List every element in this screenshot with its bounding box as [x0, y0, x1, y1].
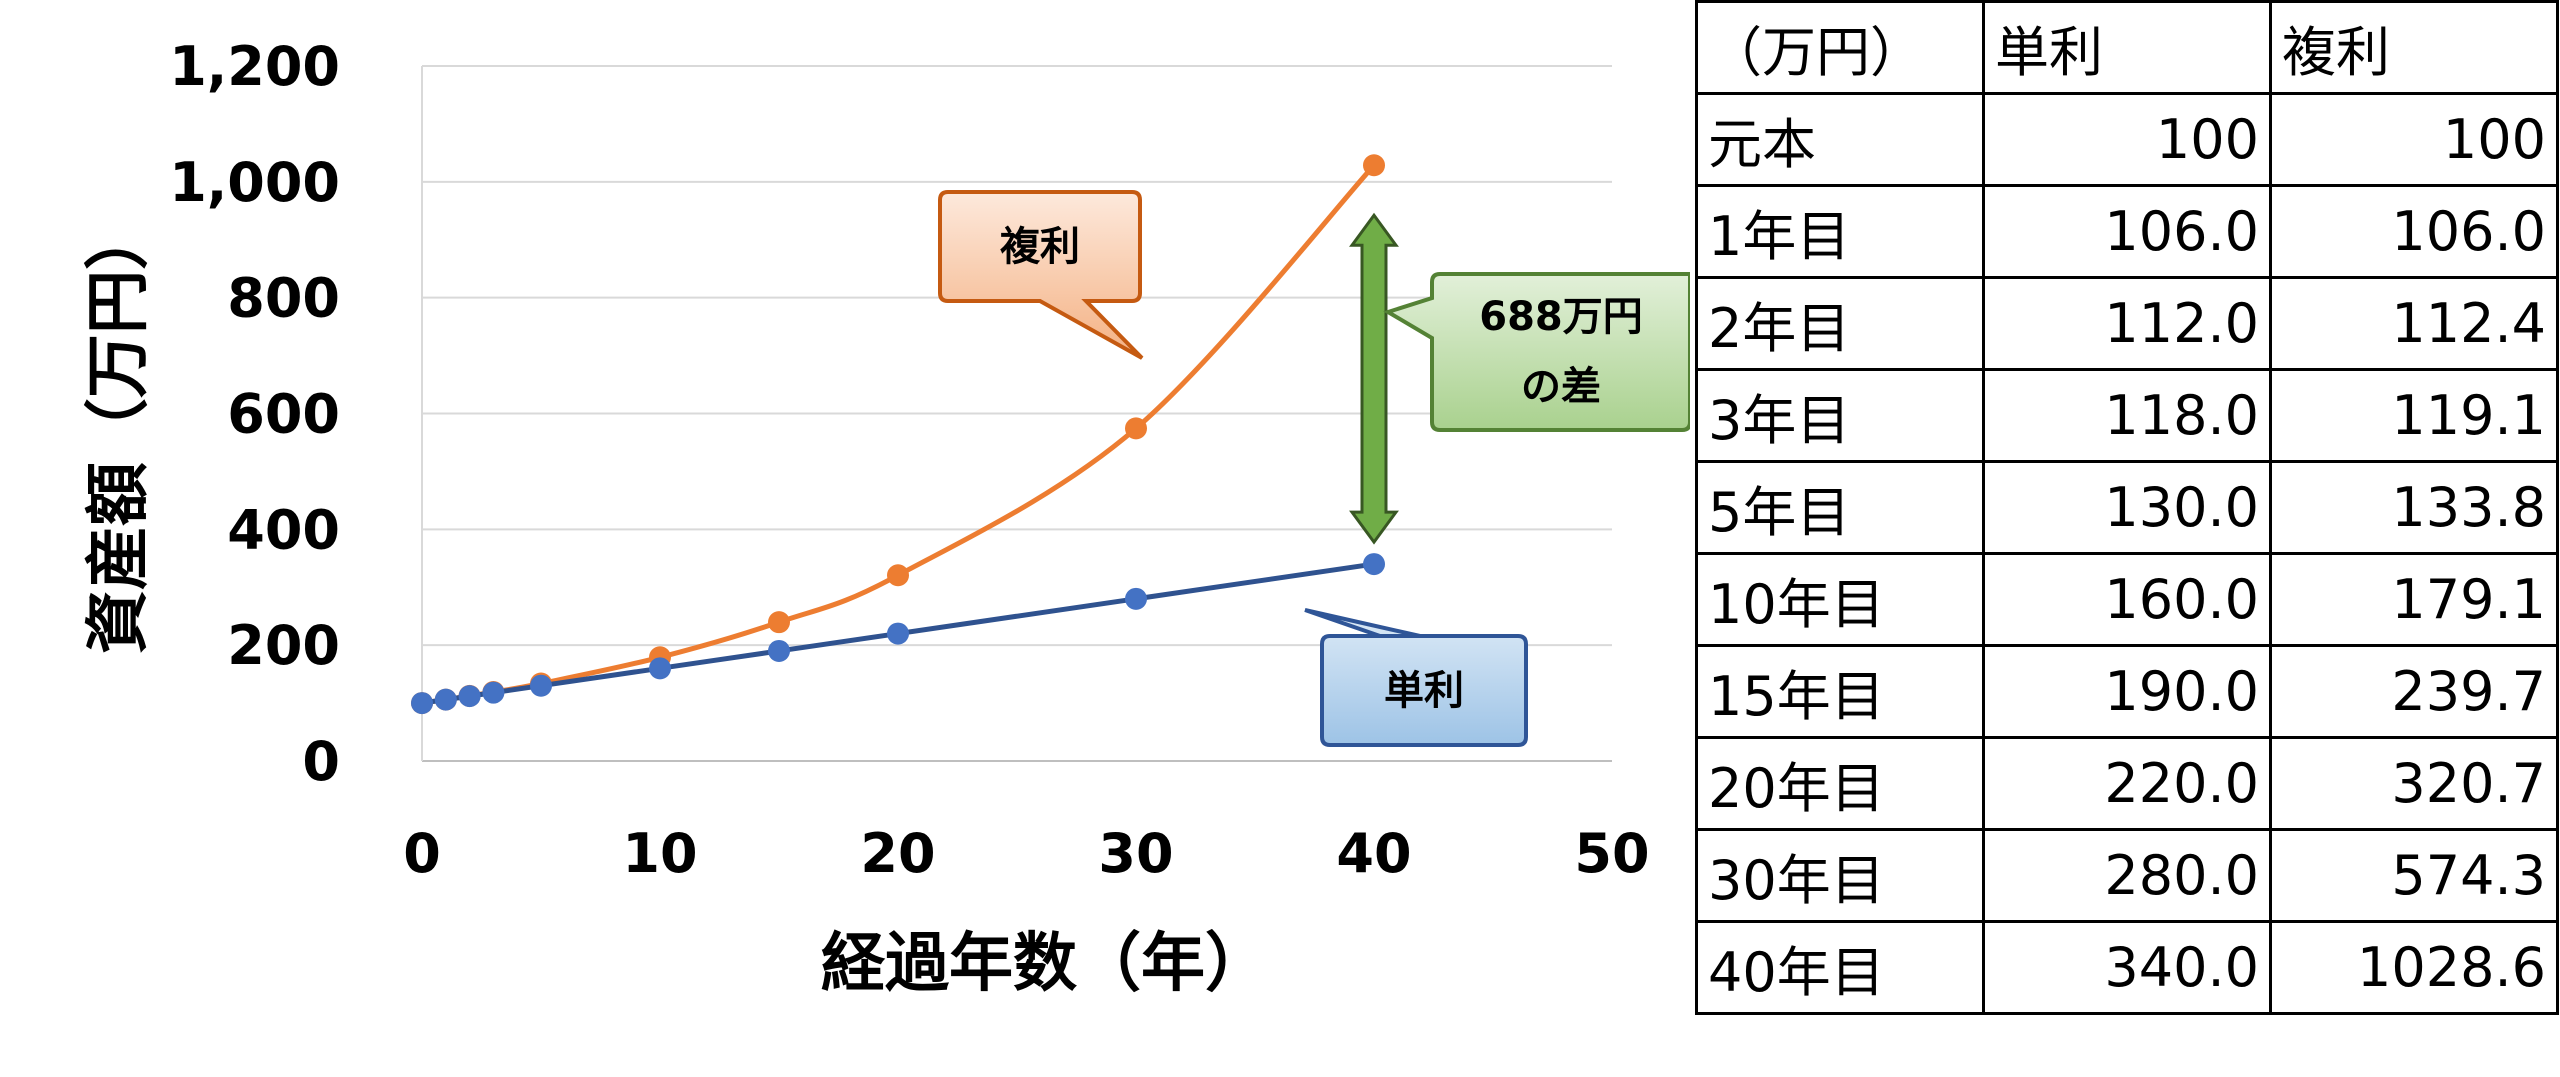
table-cell: 15年目 — [1695, 644, 1985, 739]
table-cell: 130.0 — [1982, 460, 2272, 555]
data-point — [411, 692, 433, 715]
y-tick-label: 0 — [302, 730, 340, 793]
data-point — [1363, 154, 1385, 177]
table-row: 2年目 112.0 112.4 — [1695, 276, 2559, 371]
table-cell: 20年目 — [1695, 736, 1985, 831]
table-cell: 160.0 — [1982, 552, 2272, 647]
table-header-row: （万円） 単利 複利 — [1695, 0, 2559, 95]
table-cell: 10年目 — [1695, 552, 1985, 647]
table-cell: 1028.6 — [2269, 920, 2559, 1015]
line-chart: 0 200 400 600 800 1,000 1,200 0 10 20 30 40 50 経過年数… — [82, 35, 1690, 1001]
series-simple — [411, 553, 1385, 715]
table-cell: 元本 — [1695, 92, 1985, 187]
table-cell: 340.0 — [1982, 920, 2272, 1015]
table-cell: 239.7 — [2269, 644, 2559, 739]
table-cell: 119.1 — [2269, 368, 2559, 463]
table-cell: 1年目 — [1695, 184, 1985, 279]
data-point — [458, 685, 481, 708]
x-axis-title: 経過年数（年） — [821, 927, 1269, 1001]
table-cell: 単利 — [1982, 0, 2272, 95]
data-point — [482, 681, 505, 704]
table-cell: 112.4 — [2269, 276, 2559, 371]
callout-difference-line-1: 688万円 — [1479, 294, 1643, 340]
data-point — [768, 611, 790, 634]
x-tick-label: 50 — [1574, 822, 1649, 885]
data-table: （万円） 単利 複利 元本 100 100 1年目 106.0 106.0 2年目 112.0 112… — [1695, 0, 2559, 1015]
table-row: 3年目 118.0 119.1 — [1695, 368, 2559, 463]
data-point — [887, 622, 909, 645]
y-tick-label: 400 — [227, 498, 340, 561]
table-cell: 106.0 — [1982, 184, 2272, 279]
table-cell: 106.0 — [2269, 184, 2559, 279]
callout-simple-label: 単利 — [1384, 668, 1464, 714]
y-tick-label: 200 — [227, 614, 340, 677]
x-tick-label: 30 — [1098, 822, 1173, 885]
table-row: 40年目 340.0 1028.6 — [1695, 920, 2559, 1015]
table-cell: 320.7 — [2269, 736, 2559, 831]
table-row: 10年目 160.0 179.1 — [1695, 552, 2559, 647]
x-tick-label: 10 — [622, 822, 697, 885]
data-point — [768, 639, 790, 662]
callout-simple: 単利 — [1304, 608, 1528, 747]
x-tick-label: 40 — [1336, 822, 1411, 885]
table-cell: 100 — [1982, 92, 2272, 187]
table-cell: 30年目 — [1695, 828, 1985, 923]
table-row: 元本 100 100 — [1695, 92, 2559, 187]
data-point — [1125, 587, 1147, 610]
y-tick-label: 1,000 — [169, 151, 340, 214]
table-row: 15年目 190.0 239.7 — [1695, 644, 2559, 739]
table-cell: 3年目 — [1695, 368, 1985, 463]
data-point — [1363, 553, 1385, 576]
table-cell: 5年目 — [1695, 460, 1985, 555]
x-tick-labels: 0 10 20 30 40 50 — [403, 822, 1649, 885]
y-tick-label: 1,200 — [169, 35, 340, 98]
y-tick-label: 600 — [227, 383, 340, 446]
table-row: 30年目 280.0 574.3 — [1695, 828, 2559, 923]
table-cell: 220.0 — [1982, 736, 2272, 831]
table-cell: 118.0 — [1982, 368, 2272, 463]
table-cell: 100 — [2269, 92, 2559, 187]
table-cell: 40年目 — [1695, 920, 1985, 1015]
callout-difference: 688万円 の差 — [1383, 272, 1690, 432]
callout-compound: 複利 — [938, 190, 1144, 360]
difference-arrow — [1349, 212, 1399, 545]
data-point — [887, 564, 909, 587]
table-cell: （万円） — [1695, 0, 1985, 95]
table-row: 1年目 106.0 106.0 — [1695, 184, 2559, 279]
data-point — [530, 674, 552, 697]
callout-compound-label: 複利 — [1000, 224, 1080, 270]
x-tick-label: 0 — [403, 822, 441, 885]
series — [411, 154, 1385, 715]
data-point — [649, 657, 671, 680]
y-tick-label: 800 — [227, 267, 340, 330]
series-line — [421, 163, 1376, 706]
callout-difference-line-2: の差 — [1521, 364, 1601, 410]
table-cell: 112.0 — [1982, 276, 2272, 371]
table-row: 5年目 130.0 133.8 — [1695, 460, 2559, 555]
table-row: 20年目 220.0 320.7 — [1695, 736, 2559, 831]
table-cell: 190.0 — [1982, 644, 2272, 739]
data-point — [1125, 417, 1147, 440]
table-cell: 2年目 — [1695, 276, 1985, 371]
table-cell: 280.0 — [1982, 828, 2272, 923]
x-tick-label: 20 — [860, 822, 935, 885]
table-cell: 179.1 — [2269, 552, 2559, 647]
table-cell: 複利 — [2269, 0, 2559, 95]
y-axis-title: 資産額（万円） — [82, 206, 156, 654]
table-cell: 133.8 — [2269, 460, 2559, 555]
table-cell: 574.3 — [2269, 828, 2559, 923]
data-point — [434, 688, 457, 711]
y-tick-labels: 0 200 400 600 800 1,000 1,200 — [169, 35, 340, 793]
